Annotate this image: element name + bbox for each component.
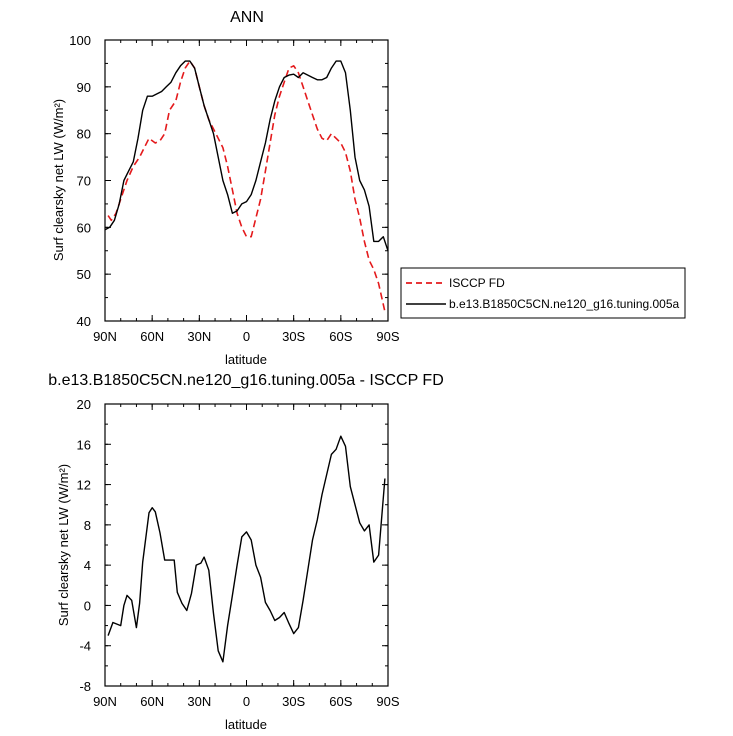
bottom-x-tick-label: 0 [243, 694, 250, 709]
bottom-panel: b.e13.B1850C5CN.ne120_g16.tuning.005a - … [48, 372, 444, 732]
bottom-y-tick-label: 4 [84, 558, 91, 573]
top-ticks: 90N 60N 30N 0 30S 60S 90S 40 50 60 70 80 90 100 [69, 33, 400, 344]
top-y-tick-label: 100 [69, 33, 91, 48]
top-series-group [104, 60, 389, 312]
bottom-y-tick-label: 16 [77, 437, 91, 452]
bottom-x-axis-label: latitude [225, 717, 267, 732]
top-x-tick-label: 90N [93, 329, 117, 344]
bottom-x-tick-label: 30N [187, 694, 211, 709]
bottom-y-axis-label: Surf clearsky net LW (W/m²) [56, 464, 71, 626]
top-y-tick-label: 70 [77, 174, 91, 189]
top-y-tick-label: 40 [77, 314, 91, 329]
top-plot-frame [104, 39, 389, 322]
top-x-tick-label: 0 [243, 329, 250, 344]
bottom-y-tick-label: -8 [79, 679, 91, 694]
legend: ISCCP FD b.e13.B1850C5CN.ne120_g16.tunin… [400, 267, 686, 319]
bottom-x-tick-label: 90S [376, 694, 399, 709]
top-series-line-2 [104, 60, 389, 252]
top-y-tick-label: 90 [77, 80, 91, 95]
legend-label-model: b.e13.B1850C5CN.ne120_g16.tuning.005a [449, 297, 680, 311]
top-chart-title: ANN [230, 9, 264, 26]
bottom-series-line-1 [107, 435, 386, 663]
bottom-y-tick-label: 8 [84, 518, 91, 533]
top-x-tick-label: 60N [140, 329, 164, 344]
top-y-axis-label: Surf clearsky net LW (W/m²) [51, 99, 66, 261]
top-x-tick-label: 30N [187, 329, 211, 344]
top-y-tick-label: 60 [77, 220, 91, 235]
bottom-series-group [107, 435, 386, 663]
bottom-chart-title: b.e13.B1850C5CN.ne120_g16.tuning.005a - … [48, 372, 444, 389]
bottom-y-tick-label: 12 [77, 478, 91, 493]
bottom-y-tick-label: -4 [79, 639, 91, 654]
top-x-tick-label: 30S [282, 329, 305, 344]
legend-label-isccp: ISCCP FD [449, 276, 505, 290]
top-panel: ANN 90N 60N 30N 0 30S 60S 90S 40 50 60 70 80 90 100 l… [51, 9, 400, 367]
top-x-axis-label: latitude [225, 352, 267, 367]
top-y-tick-label: 50 [77, 267, 91, 282]
bottom-y-tick-label: 0 [84, 598, 91, 613]
bottom-x-tick-label: 90N [93, 694, 117, 709]
bottom-y-tick-label: 20 [77, 397, 91, 412]
bottom-x-tick-label: 30S [282, 694, 305, 709]
top-series-line-1 [107, 60, 386, 312]
bottom-x-tick-label: 60N [140, 694, 164, 709]
top-x-tick-label: 60S [329, 329, 352, 344]
top-y-tick-label: 80 [77, 127, 91, 142]
bottom-x-tick-label: 60S [329, 694, 352, 709]
legend-box [400, 267, 686, 319]
top-x-tick-label: 90S [376, 329, 399, 344]
bottom-ticks: 90N 60N 30N 0 30S 60S 90S -8 -4 0 4 8 12 16 20 [77, 397, 400, 709]
